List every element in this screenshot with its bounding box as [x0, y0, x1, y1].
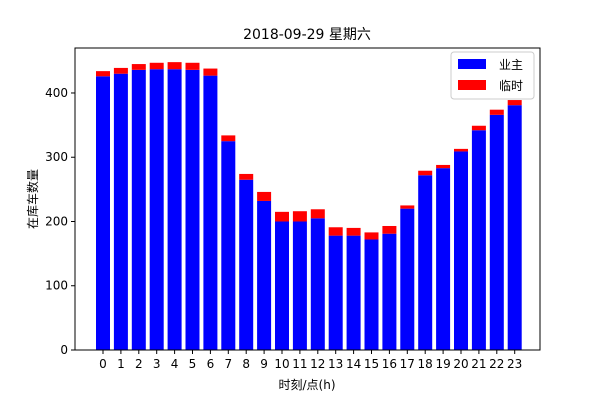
bar-owner-21: [471, 130, 486, 350]
bar-temporary-10: [275, 211, 289, 222]
bar-owner-2: [131, 69, 146, 350]
bar-temporary-4: [167, 62, 182, 70]
x-tick-label-1: 1: [117, 357, 125, 371]
x-tick-label-13: 13: [328, 357, 343, 371]
bar-temporary-7: [221, 135, 236, 142]
y-axis-label: 在库车数量: [25, 169, 40, 229]
bar-owner-22: [489, 114, 504, 350]
bar-owner-5: [185, 69, 200, 350]
bar-temporary-13: [328, 227, 343, 236]
x-tick-label-9: 9: [260, 357, 268, 371]
bar-temporary-1: [113, 67, 128, 74]
x-tick-label-2: 2: [135, 357, 143, 371]
bar-owner-4: [167, 69, 182, 350]
bar-temporary-14: [346, 227, 361, 236]
bar-temporary-16: [382, 225, 397, 234]
bar-temporary-15: [364, 232, 379, 240]
bar-temporary-20: [454, 148, 468, 152]
x-tick-label-19: 19: [435, 357, 450, 371]
y-tick-label-200: 200: [45, 214, 68, 228]
bar-temporary-23: [507, 100, 522, 106]
y-axis: 0 100 200 300 400: [45, 86, 75, 357]
bar-owner-7: [221, 141, 236, 350]
bar-temporary-3: [149, 62, 164, 70]
x-tick-label-8: 8: [242, 357, 250, 371]
legend-label-owner: 业主: [499, 58, 523, 72]
x-tick-label-22: 22: [489, 357, 504, 371]
chart-title: 2018-09-29 星期六: [243, 27, 371, 43]
bar-owner-18: [418, 175, 433, 350]
legend-swatch-owner: [458, 59, 486, 69]
y-tick-label-300: 300: [45, 150, 68, 164]
x-tick-label-12: 12: [310, 357, 325, 371]
x-tick-label-3: 3: [153, 357, 161, 371]
legend: 业主 临时: [450, 51, 535, 100]
bar-owner-6: [203, 75, 218, 350]
bar-owner-10: [275, 221, 289, 350]
bar-temporary-19: [436, 164, 451, 169]
bar-owner-1: [113, 73, 128, 350]
bar-temporary-2: [131, 64, 146, 70]
y-tick-label-0: 0: [60, 343, 68, 357]
x-tick-label-11: 11: [292, 357, 307, 371]
x-tick-label-4: 4: [171, 357, 179, 371]
bar-temporary-12: [310, 209, 325, 219]
x-tick-label-15: 15: [364, 357, 379, 371]
legend-swatch-temporary: [458, 80, 486, 90]
bar-owner-3: [149, 69, 164, 350]
x-tick-label-5: 5: [189, 357, 197, 371]
bar-temporary-8: [239, 173, 254, 180]
x-axis-label: 时刻/点(h): [278, 378, 335, 392]
bar-owner-15: [364, 239, 379, 350]
x-tick-label-7: 7: [224, 357, 232, 371]
y-tick-label-400: 400: [45, 86, 68, 100]
x-tick-label-14: 14: [346, 357, 361, 371]
bar-temporary-9: [257, 191, 272, 201]
x-tick-label-6: 6: [207, 357, 215, 371]
bar-temporary-5: [185, 62, 200, 70]
bar-temporary-11: [292, 211, 307, 222]
bar-owner-13: [328, 235, 343, 350]
bar-owner-8: [239, 179, 254, 350]
bar-temporary-0: [96, 71, 110, 77]
x-tick-label-21: 21: [471, 357, 486, 371]
bar-owner-17: [400, 208, 415, 350]
x-axis: 0 1 2 3 4 5 6 7 8 9 10 11 12 13 14 15 16 17 18 19 20 21 22 23: [99, 350, 522, 371]
plot-frame: [74, 47, 541, 351]
bar-temporary-18: [418, 170, 433, 176]
x-tick-label-0: 0: [99, 357, 107, 371]
bar-temporary-22: [489, 109, 504, 115]
x-tick-label-17: 17: [400, 357, 415, 371]
bar-owner-23: [507, 105, 522, 350]
bar-owner-9: [257, 200, 272, 350]
bars-layer: [96, 62, 522, 351]
bar-owner-14: [346, 235, 361, 350]
bar-owner-0: [96, 76, 110, 351]
bar-temporary-21: [471, 125, 486, 131]
x-tick-label-20: 20: [453, 357, 468, 371]
bar-temporary-6: [203, 68, 218, 76]
legend-label-temporary: 临时: [499, 79, 523, 93]
bar-owner-12: [310, 218, 325, 350]
bar-owner-11: [292, 221, 307, 350]
x-tick-label-23: 23: [507, 357, 522, 371]
x-tick-label-16: 16: [382, 357, 397, 371]
x-tick-label-10: 10: [274, 357, 289, 371]
bar-temporary-17: [400, 205, 415, 209]
y-tick-label-100: 100: [45, 279, 68, 293]
bar-owner-19: [436, 168, 451, 350]
x-tick-label-18: 18: [418, 357, 433, 371]
bar-owner-16: [382, 233, 397, 350]
bar-owner-20: [454, 151, 468, 350]
